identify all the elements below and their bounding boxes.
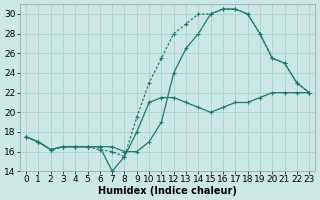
X-axis label: Humidex (Indice chaleur): Humidex (Indice chaleur) — [98, 186, 237, 196]
